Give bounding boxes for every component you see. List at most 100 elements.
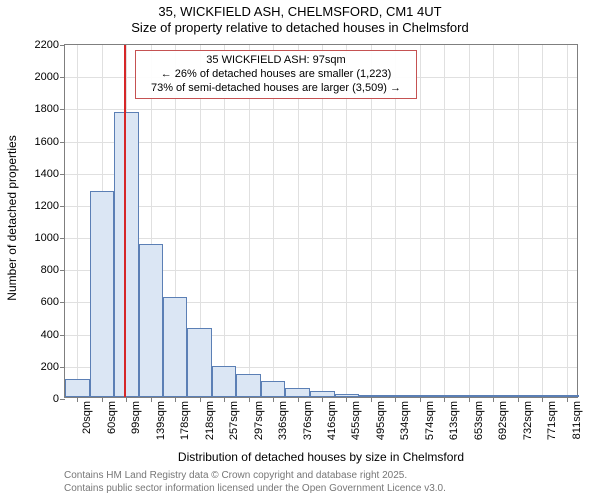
histogram-bar [408,395,433,397]
histogram-bar [554,395,579,397]
ytick-mark [60,399,65,400]
gridline-v [567,45,568,397]
xtick-label: 653sqm [473,397,485,440]
ytick-mark [60,142,65,143]
xtick-label: 257sqm [228,397,240,440]
ytick-mark [60,335,65,336]
histogram-bar [163,297,187,397]
xtick-label: 732sqm [522,397,534,440]
histogram-bar [335,394,359,397]
histogram-bar [212,366,236,397]
xtick-mark [542,397,543,402]
xtick-mark [151,397,152,402]
xtick-label: 139sqm [155,397,167,440]
gridline-v [469,45,470,397]
xtick-label: 771sqm [546,397,558,440]
xtick-mark [77,397,78,402]
xtick-mark [102,397,103,402]
histogram-bar [505,395,530,397]
callout-line: 73% of semi-detached houses are larger (… [142,82,410,96]
y-axis-label: Number of detached properties [5,118,19,318]
histogram-bar [187,328,212,397]
chart-title: 35, WICKFIELD ASH, CHELMSFORD, CM1 4UT [0,4,600,19]
ytick-mark [60,45,65,46]
histogram-bar [236,374,261,397]
xtick-label: 376sqm [302,397,314,440]
xtick-mark [469,397,470,402]
histogram-bar [65,379,90,398]
chart-credits: Contains HM Land Registry data © Crown c… [64,470,446,495]
xtick-label: 692sqm [497,397,509,440]
histogram-bar [384,395,408,397]
xtick-label: 20sqm [81,397,93,434]
xtick-mark [346,397,347,402]
histogram-bar [261,381,285,397]
histogram-bar [90,191,115,397]
property-marker-line [124,45,126,397]
xtick-mark [249,397,250,402]
callout-line: 35 WICKFIELD ASH: 97sqm [142,54,410,68]
xtick-label: 455sqm [350,397,362,440]
x-axis-label: Distribution of detached houses by size … [64,450,578,464]
xtick-label: 99sqm [130,397,142,434]
gridline-h [65,109,577,110]
histogram-bar [139,244,164,397]
xtick-label: 534sqm [399,397,411,440]
gridline-v [420,45,421,397]
xtick-label: 416sqm [326,397,338,440]
xtick-label: 297sqm [253,397,265,440]
callout-line: ← 26% of detached houses are smaller (1,… [142,68,410,82]
chart-subtitle: Size of property relative to detached ho… [0,20,600,35]
histogram-bar [530,395,554,397]
credits-line-1: Contains HM Land Registry data © Crown c… [64,470,446,483]
ytick-mark [60,270,65,271]
ytick-mark [60,302,65,303]
gridline-v [518,45,519,397]
gridline-h [65,238,577,239]
xtick-label: 336sqm [277,397,289,440]
ytick-mark [60,367,65,368]
xtick-mark [395,397,396,402]
histogram-bar [310,391,335,397]
histogram-bar [359,395,384,397]
xtick-mark [298,397,299,402]
gridline-h [65,174,577,175]
ytick-mark [60,109,65,110]
histogram-bar [457,395,482,397]
ytick-mark [60,238,65,239]
gridline-h [65,142,577,143]
plot-area: 0200400600800100012001400160018002000220… [64,44,578,398]
gridline-h [65,206,577,207]
gridline-v [542,45,543,397]
xtick-mark [371,397,372,402]
xtick-label: 218sqm [204,397,216,440]
histogram-bar [481,395,505,397]
chart-root: 35, WICKFIELD ASH, CHELMSFORD, CM1 4UT S… [0,0,600,500]
histogram-bar [114,112,138,397]
xtick-mark [126,397,127,402]
property-callout: 35 WICKFIELD ASH: 97sqm← 26% of detached… [135,50,417,99]
ytick-mark [60,77,65,78]
xtick-mark [273,397,274,402]
ytick-mark [60,174,65,175]
ytick-mark [60,206,65,207]
xtick-label: 574sqm [424,397,436,440]
xtick-label: 811sqm [571,397,583,439]
histogram-bar [432,395,456,397]
xtick-mark [420,397,421,402]
xtick-label: 60sqm [106,397,118,434]
xtick-mark [493,397,494,402]
xtick-mark [567,397,568,402]
credits-line-2: Contains public sector information licen… [64,483,446,496]
xtick-label: 495sqm [375,397,387,440]
xtick-mark [444,397,445,402]
xtick-mark [518,397,519,402]
gridline-v [493,45,494,397]
xtick-mark [224,397,225,402]
xtick-mark [322,397,323,402]
gridline-v [77,45,78,397]
xtick-label: 613sqm [448,397,460,440]
xtick-mark [175,397,176,402]
histogram-bar [285,388,310,397]
xtick-label: 178sqm [179,397,191,440]
